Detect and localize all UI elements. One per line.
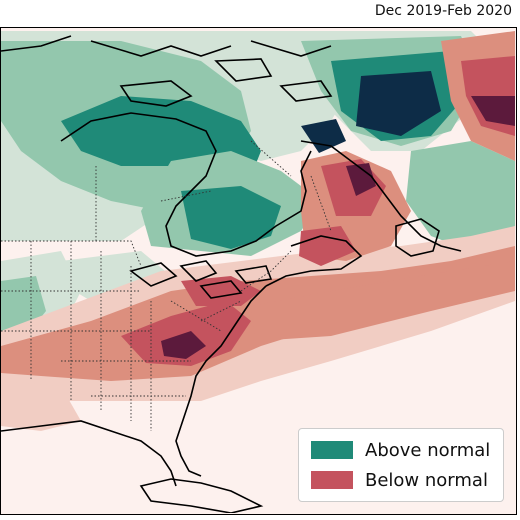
gulf-st-lawrence — [265, 235, 363, 287]
below-darkest-northeast — [471, 96, 515, 126]
above-mid-atlantic — [406, 141, 515, 251]
cuba — [139, 478, 264, 513]
anomaly-map: Above normal Below normal — [0, 27, 517, 515]
state-borders — [1, 241, 242, 431]
hudson-bay-coast — [60, 112, 312, 257]
us-canada-border — [1, 240, 292, 292]
legend-item-below: Below normal — [311, 468, 488, 492]
above-darkest-bay — [301, 119, 346, 153]
above-strong-ontario — [181, 186, 281, 249]
anomaly-map-canvas — [1, 28, 515, 513]
below-darkest-maritimes — [346, 163, 376, 196]
below-strong-greatlakes — [181, 276, 261, 306]
florida — [175, 425, 202, 477]
above-normal-regions — [1, 31, 515, 346]
below-light-south — [1, 381, 81, 431]
great-lakes — [129, 260, 273, 299]
arctic-islands — [1, 35, 333, 107]
political-borders — [1, 140, 332, 431]
labrador-coast — [300, 140, 462, 252]
above-darkest-labrador — [356, 71, 441, 136]
legend-item-above: Above normal — [311, 438, 490, 462]
us-east-coast — [180, 285, 267, 427]
below-strong-nova-scotia — [299, 226, 356, 266]
legend-label-below: Below normal — [365, 469, 488, 491]
coastlines — [1, 35, 462, 513]
legend-label-above: Above normal — [365, 439, 491, 461]
below-mid-ocean — [251, 261, 515, 341]
map-title: Dec 2019-Feb 2020 — [374, 3, 512, 19]
newfoundland — [395, 218, 440, 257]
below-darkest-appalachia — [161, 331, 206, 359]
legend-swatch-below — [311, 471, 353, 489]
province-borders — [95, 140, 332, 241]
gulf-coast — [1, 420, 177, 487]
legend-swatch-above — [311, 441, 353, 459]
below-normal-regions — [1, 31, 515, 431]
legend: Above normal Below normal — [298, 428, 504, 502]
